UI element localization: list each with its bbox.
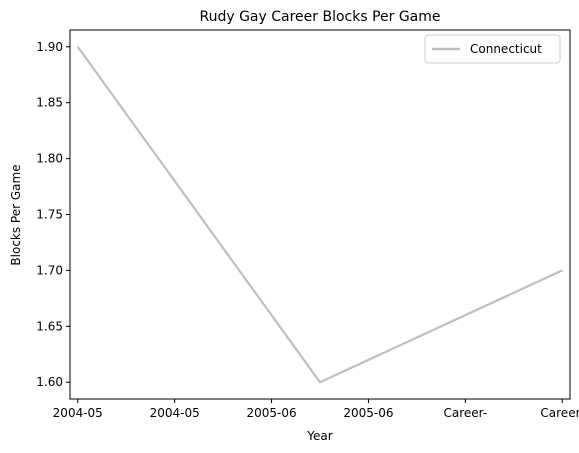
x-tick-label: Career-: [540, 406, 579, 420]
y-tick-label: 1.65: [36, 319, 63, 333]
chart-title: Rudy Gay Career Blocks Per Game: [199, 9, 440, 25]
x-tick-label: 2004-05: [150, 406, 200, 420]
legend-label-connecticut: Connecticut: [470, 42, 542, 56]
y-tick-label: 1.60: [36, 375, 63, 389]
y-tick-label: 1.80: [36, 152, 63, 166]
legend: Connecticut: [424, 34, 561, 64]
legend-box: [424, 34, 561, 64]
plot-frame: [69, 29, 571, 400]
y-axis: 1.60 1.65 1.70 1.75 1.80 1.85 1.90: [36, 40, 70, 389]
series-layer: [76, 46, 563, 384]
x-tick-label: 2005-06: [343, 406, 393, 420]
y-tick-label: 1.75: [36, 208, 63, 222]
x-axis: 2004-05 2004-05 2005-06 2005-06 Career- Caree…: [53, 399, 579, 420]
y-tick-label: 1.70: [36, 263, 63, 277]
x-tick-label: 2004-05: [53, 406, 103, 420]
x-axis-label: Year: [306, 429, 332, 443]
x-tick-label: 2005-06: [246, 406, 296, 420]
x-tick-label: Career-: [444, 406, 488, 420]
series-line-connecticut: [76, 46, 563, 384]
y-tick-label: 1.85: [36, 96, 63, 110]
y-tick-label: 1.90: [36, 40, 63, 54]
y-axis-label: Blocks Per Game: [9, 164, 23, 265]
plot-area: [69, 29, 571, 400]
